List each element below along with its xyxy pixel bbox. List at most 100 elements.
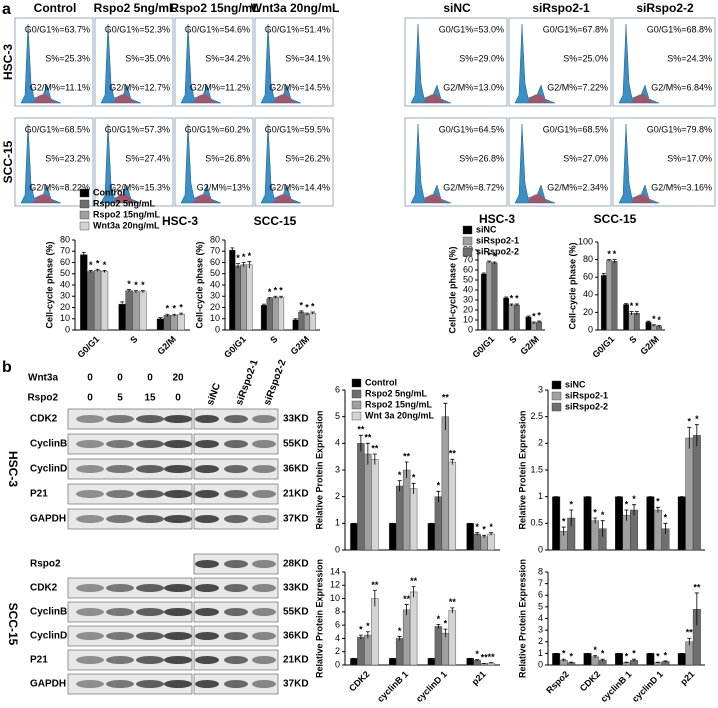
y-tick-label: 50	[210, 268, 220, 278]
significance: **	[357, 425, 365, 435]
band	[224, 490, 248, 498]
y-tick-label: 80	[583, 254, 593, 264]
bar	[357, 636, 365, 666]
bar	[350, 658, 358, 666]
phase-percent: S%=17.0%	[667, 153, 712, 163]
significance: *	[359, 624, 363, 634]
error-bar	[489, 532, 494, 536]
bar	[388, 658, 397, 666]
significance: *	[311, 301, 315, 311]
error-bar	[687, 637, 692, 646]
histogram-fit	[113, 194, 139, 204]
band	[164, 584, 192, 592]
row-label: SCC-15	[1, 140, 15, 183]
error-bar	[81, 251, 86, 257]
phase-percent: G0/G1%=67.8%	[543, 24, 608, 34]
bar	[486, 261, 493, 331]
legend-label: siNC	[476, 224, 497, 234]
legend-swatch	[79, 210, 90, 220]
error-bar	[593, 517, 598, 524]
y-tick-label: 70	[463, 254, 473, 264]
column-title: siRspo2-1	[532, 1, 590, 15]
phase-percent: G0/G1%=57.3%	[105, 124, 170, 134]
bar	[402, 469, 411, 551]
histogram-fit	[423, 94, 449, 104]
error-bar	[247, 260, 252, 269]
error-bar	[492, 261, 497, 264]
error-bar	[404, 604, 409, 616]
phase-percent: G0/G1%=64.5%	[439, 124, 504, 134]
error-bar	[694, 592, 699, 626]
y-tick-label: 80	[60, 234, 70, 244]
significance: *	[487, 250, 491, 260]
histogram-fit	[527, 94, 553, 104]
bar	[229, 249, 236, 331]
band	[195, 415, 219, 423]
error-bar	[450, 607, 455, 614]
protein-size: 36KD	[283, 464, 309, 475]
significance: *	[127, 279, 131, 289]
band	[136, 415, 164, 423]
y-tick-label: 0	[215, 324, 220, 334]
bar	[466, 523, 474, 551]
band	[224, 515, 248, 523]
legend-swatch	[462, 225, 473, 235]
legend-label: siRspo2-1	[565, 390, 608, 400]
error-bar	[293, 318, 298, 321]
y-tick-label: 60	[583, 272, 593, 282]
bar	[388, 523, 397, 551]
bar	[530, 322, 537, 331]
significance: *	[569, 499, 573, 509]
bar	[240, 264, 247, 331]
phase-percent: G2/M%=3.16%	[651, 182, 712, 192]
significance: *	[96, 259, 100, 269]
legend-label: Wnt 3a 20ng/mL	[365, 410, 435, 420]
phase-percent: G2/M%=2.34%	[547, 182, 608, 192]
histogram-fit	[193, 94, 219, 104]
band	[76, 584, 104, 592]
error-bar	[127, 289, 132, 292]
error-bar	[646, 320, 651, 323]
bar	[292, 319, 299, 331]
bar	[272, 297, 279, 331]
lane-label: siRspo2-1	[234, 358, 261, 407]
bar	[395, 485, 404, 551]
legend-swatch	[462, 236, 473, 246]
legend-label: siRspo2-2	[476, 246, 519, 256]
treatment-label: Rspo2	[27, 393, 58, 404]
band	[252, 632, 276, 640]
significance: *	[632, 494, 636, 504]
row-label: HSC-3	[1, 44, 15, 80]
legend-label: Rspo2 5ng/mL	[93, 198, 156, 208]
y-tick-label: 100	[578, 236, 593, 246]
error-bar	[365, 631, 370, 639]
protein-size: 37KD	[283, 514, 309, 525]
band	[164, 515, 192, 523]
bar	[364, 453, 372, 551]
error-bar	[95, 268, 100, 272]
significance: *	[625, 499, 629, 509]
column-title: siRspo2-2	[636, 1, 694, 15]
bar	[278, 297, 285, 331]
bar	[177, 314, 185, 331]
band	[224, 440, 248, 448]
significance: *	[493, 251, 497, 261]
error-bar	[632, 504, 637, 516]
error-bar	[612, 259, 617, 264]
legend-label: Control	[365, 377, 397, 387]
error-bar	[526, 315, 531, 318]
phase-percent: G0/G1%=68.8%	[647, 24, 712, 34]
phase-percent: S%=27.0%	[563, 153, 608, 163]
y-tick-label: 0	[335, 544, 340, 554]
y-tick-label: 20	[60, 302, 70, 312]
bar	[536, 321, 543, 331]
significance: *	[242, 252, 246, 262]
bar	[409, 488, 418, 551]
significance: *	[664, 650, 668, 660]
y-tick-label: 0.5	[530, 518, 543, 528]
y-tick-label: 2.5	[530, 411, 543, 421]
band	[224, 608, 248, 616]
significance: *	[305, 303, 309, 313]
legend-label: Rspo2 5ng/mL	[365, 388, 428, 398]
y-tick-label: 30	[463, 294, 473, 304]
